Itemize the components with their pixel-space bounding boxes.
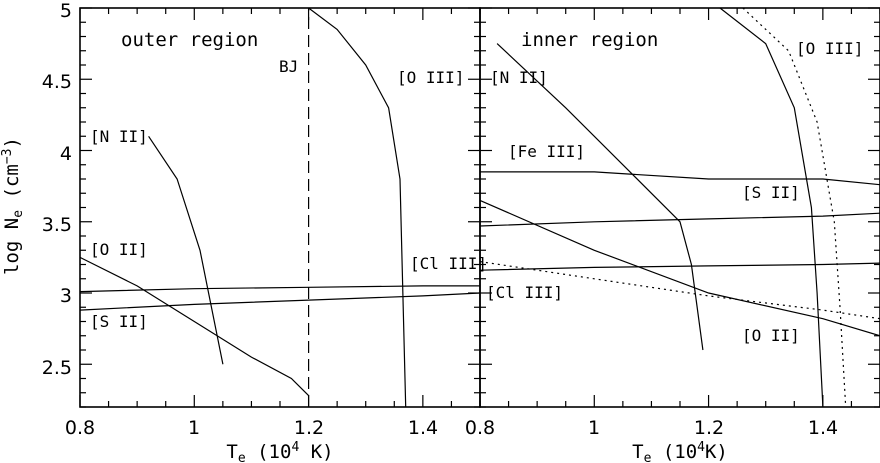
left-series-s-ii-solid [79, 292, 481, 311]
right-cliii-label: [Cl III] [486, 283, 563, 302]
ytick-label-4: 4 [60, 143, 72, 165]
ytick-label-3: 3 [60, 285, 72, 307]
left-series-cl-iii-solid [79, 285, 480, 293]
ytick-label-5: 5 [60, 0, 72, 22]
right-feiii-label: [Fe III] [508, 142, 585, 161]
chart-curves [79, 7, 880, 408]
left-cliii-label: [Cl III] [410, 254, 487, 273]
bj-label: BJ [279, 57, 298, 76]
left-xtick-label-1: 1 [188, 417, 200, 439]
left-series-n-ii-solid [148, 135, 224, 365]
left-series-o-ii-solid [79, 256, 310, 397]
ytick-label-2.5: 2.5 [42, 357, 72, 379]
right-series-o-iii-solid [719, 7, 824, 408]
right-x-axis-label: Te (104K) [632, 440, 728, 463]
left-oii-label: [O II] [90, 240, 148, 259]
right-series-s-ii-solid [479, 212, 880, 227]
right-series-o-iii-dotted [742, 7, 847, 408]
ytick-label-3.5: 3.5 [42, 214, 72, 236]
right-xtick-label-1.4: 1.4 [808, 417, 838, 439]
left-sii-label: [S II] [90, 312, 148, 331]
right-nii-label: [N II] [490, 68, 548, 87]
right-xtick-label-0.8: 0.8 [465, 417, 495, 439]
axis-ticks [79, 7, 880, 408]
right-xtick-label-1: 1 [588, 417, 600, 439]
right-xtick-label-1.2: 1.2 [694, 417, 724, 439]
left-oiii-label: [O III] [397, 68, 464, 87]
left-series-o-iii-solid [308, 7, 407, 408]
right-series-cl-iii-solid [479, 262, 880, 271]
right-oii-label: [O II] [742, 326, 800, 345]
left-nii-label: [N II] [90, 127, 148, 146]
left-xtick-label-1.4: 1.4 [408, 417, 438, 439]
right-panel-title: inner region [521, 29, 658, 51]
right-series-o-ii-solid [479, 199, 880, 337]
right-sii-label: [S II] [742, 183, 800, 202]
y-axis-label: log Ne (cm−3) [0, 137, 26, 275]
right-series-fe-iii-solid [480, 171, 880, 186]
ytick-label-4.5: 4.5 [42, 71, 72, 93]
left-xtick-label-0.8: 0.8 [65, 417, 95, 439]
right-oiii-label: [O III] [796, 39, 863, 58]
left-panel-title: outer region [121, 29, 258, 51]
right-series-n-ii-solid [496, 43, 704, 351]
left-xtick-label-1.2: 1.2 [294, 417, 324, 439]
left-x-axis-label: Te (104 K) [226, 440, 333, 463]
